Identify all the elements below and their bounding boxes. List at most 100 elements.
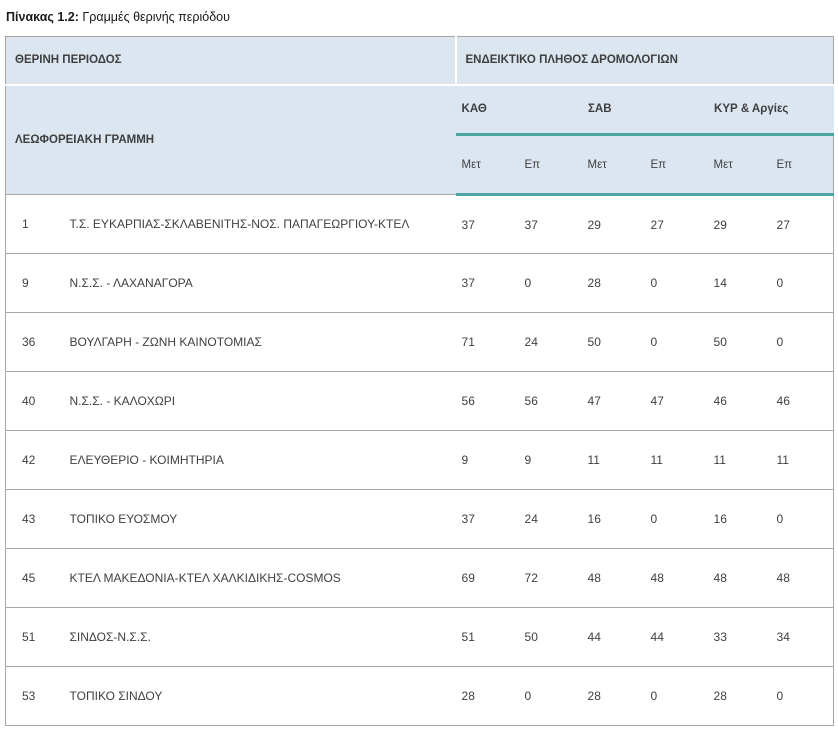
line-number-cell: 43 [5,489,64,549]
caption-text: Γραμμές θερινής περιόδου [82,10,230,24]
header-ep-sunday: Επ [770,134,834,196]
header-met-sunday: Μετ [707,134,771,196]
table-row: 53 ΤΟΠΙΚΟ ΣΙΝΔΟΥ 28 0 28 0 28 0 [5,666,834,726]
summer-lines-table: ΘΕΡΙΝΗ ΠΕΡΙΟΔΟΣ ΕΝΔΕΙΚΤΙΚΟ ΠΛΗΘΟΣ ΔΡΟΜΟΛ… [5,36,835,726]
value-cell-saturday-ep: 48 [644,548,708,608]
value-cell-saturday-met: 48 [581,548,645,608]
table-row: 45 ΚΤΕΛ ΜΑΚΕΔΟΝΙΑ-ΚΤΕΛ ΧΑΛΚΙΔΙΚΗΣ-COSMOS… [5,548,834,608]
line-name-cell: ΒΟΥΛΓΑΡΗ - ΖΩΝΗ ΚΑΙΝΟΤΟΜΙΑΣ [63,312,456,372]
value-cell-sunday-met: 28 [707,666,771,726]
value-cell-saturday-met: 28 [581,666,645,726]
value-cell-sunday-ep: 0 [770,666,834,726]
value-cell-sunday-met: 48 [707,548,771,608]
caption-label: Πίνακας 1.2: [6,10,79,24]
table-row: 51 ΣΙΝΔΟΣ-Ν.Σ.Σ. 51 50 44 44 33 34 [5,607,834,667]
value-cell-saturday-ep: 11 [644,430,708,490]
table-row: 43 ΤΟΠΙΚΟ ΕΥΟΣΜΟΥ 37 24 16 0 16 0 [5,489,834,549]
table-body: 1 Τ.Σ. ΕΥΚΑΡΠΙΑΣ-ΣΚΛΑΒΕΝΙΤΗΣ-ΝΟΣ. ΠΑΠΑΓΕ… [5,194,834,726]
value-cell-weekday-met: 37 [455,194,519,254]
value-cell-sunday-ep: 27 [770,194,834,254]
value-cell-weekday-ep: 50 [518,607,582,667]
value-cell-saturday-ep: 0 [644,253,708,313]
line-number-cell: 36 [5,312,64,372]
line-name-cell: ΣΙΝΔΟΣ-Ν.Σ.Σ. [63,607,456,667]
value-cell-sunday-ep: 0 [770,489,834,549]
value-cell-saturday-ep: 0 [644,489,708,549]
header-met-weekday: Μετ [455,134,519,196]
header-indicative-trips: ΕΝΔΕΙΚΤΙΚΟ ΠΛΗΘΟΣ ΔΡΟΜΟΛΟΓΙΩΝ [455,36,834,86]
header-group-sunday-holidays: ΚΥΡ & Αργίες [707,84,835,136]
line-name-cell: Ν.Σ.Σ. - ΚΑΛΟΧΩΡΙ [63,371,456,431]
value-cell-weekday-met: 9 [455,430,519,490]
value-cell-weekday-ep: 72 [518,548,582,608]
line-name-cell: Τ.Σ. ΕΥΚΑΡΠΙΑΣ-ΣΚΛΑΒΕΝΙΤΗΣ-ΝΟΣ. ΠΑΠΑΓΕΩΡ… [63,194,456,254]
line-name-cell: ΤΟΠΙΚΟ ΕΥΟΣΜΟΥ [63,489,456,549]
line-number-cell: 51 [5,607,64,667]
value-cell-sunday-ep: 34 [770,607,834,667]
value-cell-weekday-met: 56 [455,371,519,431]
value-cell-weekday-met: 71 [455,312,519,372]
value-cell-weekday-ep: 37 [518,194,582,254]
table-row: 1 Τ.Σ. ΕΥΚΑΡΠΙΑΣ-ΣΚΛΑΒΕΝΙΤΗΣ-ΝΟΣ. ΠΑΠΑΓΕ… [5,194,834,254]
value-cell-sunday-ep: 0 [770,253,834,313]
value-cell-sunday-ep: 46 [770,371,834,431]
value-cell-saturday-ep: 44 [644,607,708,667]
value-cell-weekday-met: 37 [455,253,519,313]
value-cell-sunday-met: 50 [707,312,771,372]
value-cell-saturday-met: 44 [581,607,645,667]
header-met-saturday: Μετ [581,134,645,196]
line-number-cell: 42 [5,430,64,490]
document-page: Πίνακας 1.2: Γραμμές θερινής περιόδου ΘΕ… [5,10,835,726]
value-cell-saturday-met: 28 [581,253,645,313]
line-number-cell: 9 [5,253,64,313]
value-cell-saturday-ep: 0 [644,312,708,372]
header-bus-line: ΛΕΩΦΟΡΕΙΑΚΗ ΓΡΑΜΜΗ [5,84,456,195]
header-summer-period: ΘΕΡΙΝΗ ΠΕΡΙΟΔΟΣ [5,36,457,86]
value-cell-weekday-ep: 24 [518,312,582,372]
value-cell-sunday-met: 46 [707,371,771,431]
table-caption: Πίνακας 1.2: Γραμμές θερινής περιόδου [6,10,834,24]
value-cell-weekday-ep: 56 [518,371,582,431]
table-row: 9 Ν.Σ.Σ. - ΛΑΧΑΝΑΓΟΡΑ 37 0 28 0 14 0 [5,253,834,313]
line-number-cell: 40 [5,371,64,431]
value-cell-weekday-ep: 0 [518,253,582,313]
value-cell-sunday-ep: 48 [770,548,834,608]
value-cell-saturday-met: 11 [581,430,645,490]
header-ep-weekday: Επ [518,134,582,196]
value-cell-saturday-met: 16 [581,489,645,549]
value-cell-saturday-ep: 0 [644,666,708,726]
value-cell-sunday-met: 16 [707,489,771,549]
line-name-cell: ΚΤΕΛ ΜΑΚΕΔΟΝΙΑ-ΚΤΕΛ ΧΑΛΚΙΔΙΚΗΣ-COSMOS [63,548,456,608]
table-header: ΘΕΡΙΝΗ ΠΕΡΙΟΔΟΣ ΕΝΔΕΙΚΤΙΚΟ ΠΛΗΘΟΣ ΔΡΟΜΟΛ… [5,36,835,196]
value-cell-weekday-met: 51 [455,607,519,667]
value-cell-sunday-ep: 11 [770,430,834,490]
value-cell-saturday-met: 47 [581,371,645,431]
value-cell-sunday-met: 14 [707,253,771,313]
table-row: 40 Ν.Σ.Σ. - ΚΑΛΟΧΩΡΙ 56 56 47 47 46 46 [5,371,834,431]
line-name-cell: Ν.Σ.Σ. - ΛΑΧΑΝΑΓΟΡΑ [63,253,456,313]
value-cell-sunday-ep: 0 [770,312,834,372]
value-cell-saturday-ep: 47 [644,371,708,431]
line-name-cell: ΕΛΕΥΘΕΡΙΟ - ΚΟΙΜΗΤΗΡΙΑ [63,430,456,490]
value-cell-weekday-met: 37 [455,489,519,549]
line-number-cell: 45 [5,548,64,608]
value-cell-sunday-met: 29 [707,194,771,254]
value-cell-saturday-ep: 27 [644,194,708,254]
value-cell-sunday-met: 33 [707,607,771,667]
value-cell-weekday-ep: 0 [518,666,582,726]
header-ep-saturday: Επ [644,134,708,196]
value-cell-saturday-met: 29 [581,194,645,254]
header-group-weekday: ΚΑΘ [455,84,583,136]
value-cell-weekday-met: 28 [455,666,519,726]
value-cell-sunday-met: 11 [707,430,771,490]
header-group-saturday: ΣΑΒ [581,84,709,136]
value-cell-weekday-ep: 9 [518,430,582,490]
table-row: 42 ΕΛΕΥΘΕΡΙΟ - ΚΟΙΜΗΤΗΡΙΑ 9 9 11 11 11 1… [5,430,834,490]
table-row: 36 ΒΟΥΛΓΑΡΗ - ΖΩΝΗ ΚΑΙΝΟΤΟΜΙΑΣ 71 24 50 … [5,312,834,372]
value-cell-weekday-ep: 24 [518,489,582,549]
value-cell-saturday-met: 50 [581,312,645,372]
line-number-cell: 1 [5,194,64,254]
line-number-cell: 53 [5,666,64,726]
value-cell-weekday-met: 69 [455,548,519,608]
line-name-cell: ΤΟΠΙΚΟ ΣΙΝΔΟΥ [63,666,456,726]
